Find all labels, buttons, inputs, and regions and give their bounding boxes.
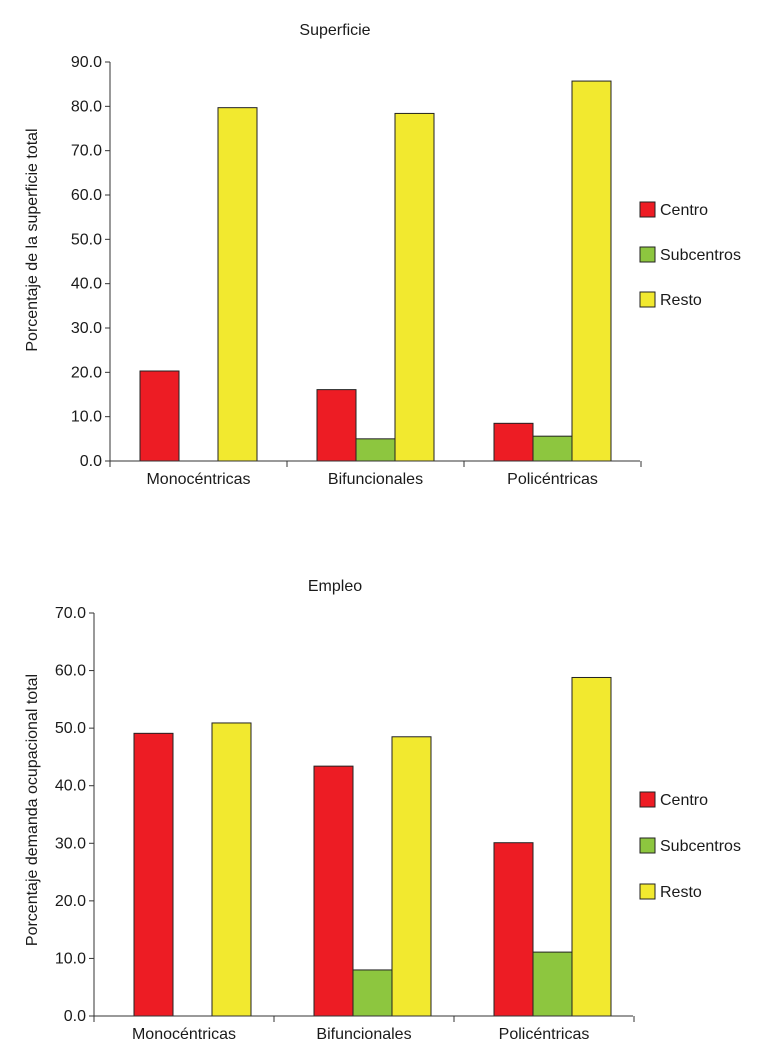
legend-swatch-subcentros	[639, 837, 656, 854]
bars	[133, 676, 612, 1017]
bar-resto-policentricas	[571, 676, 612, 1017]
y-tick-label: 40.0	[55, 778, 86, 795]
y-tick-label: 10.0	[55, 950, 86, 967]
category-label: Bifuncionales	[328, 471, 423, 488]
y-tick-label: 60.0	[55, 663, 86, 680]
bar-subcentros-bifuncionales	[352, 969, 393, 1017]
category-label: Monocéntricas	[146, 471, 250, 488]
legend-label-centro: Centro	[660, 792, 708, 809]
bar-subcentros-policentricas	[532, 435, 573, 462]
category-label: Bifuncionales	[316, 1026, 411, 1043]
legend: Centro Subcentros Resto	[639, 201, 741, 309]
bars	[139, 80, 612, 462]
legend-swatch-subcentros	[639, 246, 656, 263]
y-tick-label: 80.0	[71, 98, 102, 115]
y-tick-label: 30.0	[55, 835, 86, 852]
bar-resto-bifuncionales	[394, 112, 435, 462]
category-label: Policéntricas	[499, 1026, 590, 1043]
bar-centro-bifuncionales	[316, 389, 357, 462]
axes	[93, 613, 635, 1022]
y-axis-label: Porcentaje de la superficie total	[24, 128, 41, 351]
legend-swatch-resto	[639, 291, 656, 308]
chart-superficie: Superficie Porcentaje de la superficie t…	[24, 22, 741, 488]
bar-resto-monocentricas	[211, 722, 252, 1017]
bar-resto-bifuncionales	[391, 736, 432, 1017]
legend-label-subcentros: Subcentros	[660, 247, 741, 264]
y-ticks: 0.0 10.0 20.0 30.0 40.0 50.0 60.0 70.0	[55, 605, 94, 1025]
axes	[109, 62, 642, 467]
y-tick-label: 50.0	[71, 231, 102, 248]
y-tick-label: 20.0	[71, 364, 102, 381]
y-tick-label: 60.0	[71, 187, 102, 204]
legend-label-subcentros: Subcentros	[660, 838, 741, 855]
y-tick-label: 10.0	[71, 409, 102, 426]
y-tick-label: 0.0	[80, 453, 102, 470]
y-tick-label: 0.0	[64, 1008, 86, 1025]
y-tick-label: 90.0	[71, 54, 102, 71]
legend-label-resto: Resto	[660, 292, 702, 309]
category-label: Policéntricas	[507, 471, 598, 488]
category-labels: Monocéntricas Bifuncionales Policéntricas	[132, 1026, 589, 1043]
legend-swatch-centro	[639, 791, 656, 808]
y-tick-label: 20.0	[55, 893, 86, 910]
y-tick-label: 70.0	[55, 605, 86, 622]
legend: Centro Subcentros Resto	[639, 791, 741, 901]
y-axis-label: Porcentaje demanda ocupacional total	[24, 674, 41, 946]
legend-swatch-resto	[639, 883, 656, 900]
y-ticks: 0.0 10.0 20.0 30.0 40.0 50.0 60.0 70.0 80.0 90.0	[71, 54, 110, 470]
bar-centro-policentricas	[493, 842, 534, 1017]
bar-centro-monocentricas	[133, 732, 174, 1017]
category-label: Monocéntricas	[132, 1026, 236, 1043]
bar-centro-bifuncionales	[313, 765, 354, 1017]
y-tick-label: 40.0	[71, 276, 102, 293]
bar-centro-monocentricas	[139, 370, 180, 462]
y-tick-label: 70.0	[71, 143, 102, 160]
y-tick-label: 30.0	[71, 320, 102, 337]
category-labels: Monocéntricas Bifuncionales Policéntricas	[146, 471, 597, 488]
bar-subcentros-bifuncionales	[355, 438, 396, 462]
bar-centro-policentricas	[493, 422, 534, 462]
chart-empleo: Empleo Porcentaje demanda ocupacional to…	[24, 578, 741, 1043]
bar-resto-monocentricas	[217, 107, 258, 462]
bar-subcentros-policentricas	[532, 951, 573, 1017]
legend-label-resto: Resto	[660, 884, 702, 901]
y-tick-label: 50.0	[55, 720, 86, 737]
legend-label-centro: Centro	[660, 202, 708, 219]
legend-swatch-centro	[639, 201, 656, 218]
chart-title: Superficie	[299, 22, 370, 39]
bar-resto-policentricas	[571, 80, 612, 462]
chart-title: Empleo	[308, 578, 362, 595]
